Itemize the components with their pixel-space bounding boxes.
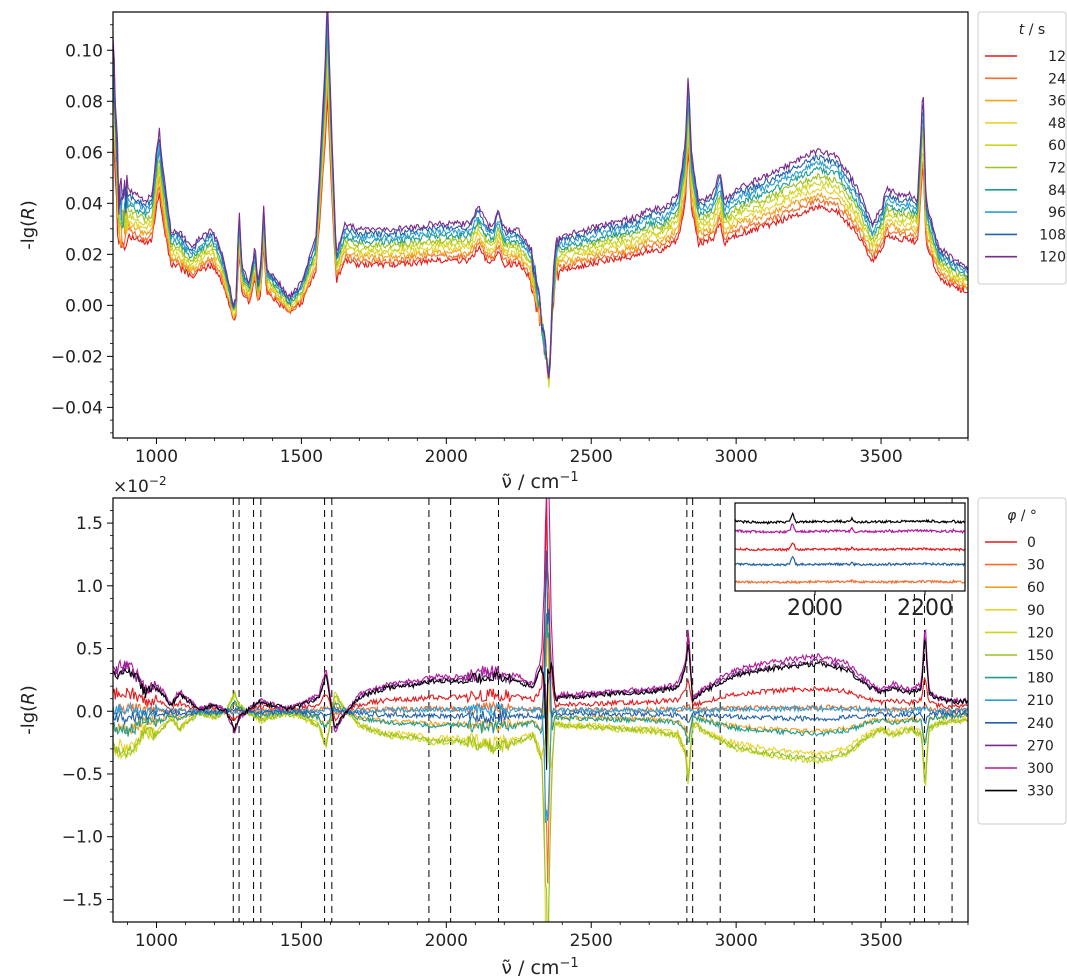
inset-x-tick-label: 2200 xyxy=(897,596,953,621)
bottom-series-line-180 xyxy=(113,613,967,743)
top-x-axis-label: ν̃ / cm−1 xyxy=(501,470,578,493)
top-y-tick-label: −0.02 xyxy=(51,347,103,367)
bottom-legend-label: 60 xyxy=(1027,580,1045,596)
inset-x-ticks: 2000 2200 xyxy=(787,591,953,621)
top-legend-label: 108 xyxy=(1039,227,1066,243)
bottom-x-ticks: 1000 1500 2000 2500 3000 3500 xyxy=(127,922,968,951)
top-series-line-48 xyxy=(113,58,967,385)
top-y-tick-label: 0.06 xyxy=(65,143,103,163)
top-x-tick-label: 2500 xyxy=(570,447,613,467)
top-series-line-24 xyxy=(113,82,967,381)
bottom-x-tick-label: 1000 xyxy=(135,931,178,951)
bottom-legend-label: 300 xyxy=(1027,761,1054,777)
bottom-series-line-90 xyxy=(113,695,967,979)
bottom-x-tick-label: 3000 xyxy=(715,931,758,951)
top-series-lines xyxy=(113,0,967,388)
top-series-line-12 xyxy=(113,95,967,379)
top-y-axis-label: -lg(R) xyxy=(18,200,39,250)
bottom-y-tick-label: −0.5 xyxy=(62,765,103,785)
bottom-legend-label: 150 xyxy=(1027,648,1054,664)
bottom-scale-note: ×10−2 xyxy=(113,474,167,497)
top-legend-label: 120 xyxy=(1039,250,1066,266)
top-legend-label: 36 xyxy=(1048,94,1066,110)
top-y-tick-label: 0.10 xyxy=(65,41,103,61)
top-y-tick-label: 0.02 xyxy=(65,245,103,265)
bottom-legend-label: 210 xyxy=(1027,693,1054,709)
bottom-legend-label: 90 xyxy=(1027,603,1045,619)
top-x-tick-label: 1000 xyxy=(135,447,178,467)
top-y-tick-label: −0.04 xyxy=(51,398,103,418)
top-y-tick-label: 0.04 xyxy=(65,194,103,214)
bottom-y-tick-label: −1.0 xyxy=(62,828,103,848)
bottom-legend-label: 270 xyxy=(1027,738,1054,754)
top-y-ticks: −0.04 −0.02 0.00 0.02 0.04 0.06 0.08 0.10 xyxy=(51,25,113,433)
bottom-legend-label: 120 xyxy=(1027,625,1054,641)
top-x-tick-label: 3000 xyxy=(715,447,758,467)
top-legend-label: 96 xyxy=(1048,205,1066,221)
inset-x-tick-label: 2000 xyxy=(787,596,843,621)
top-legend-label: 60 xyxy=(1048,138,1066,154)
bottom-y-ticks: −1.5 −1.0 −0.5 0.0 0.5 1.0 1.5 xyxy=(62,511,113,912)
bottom-legend-title: φ / ° xyxy=(1007,508,1037,524)
bottom-inset: 2000 2200 xyxy=(735,503,965,621)
top-series-line-60 xyxy=(113,52,967,388)
top-legend-label: 24 xyxy=(1048,71,1066,87)
bottom-legend-label: 240 xyxy=(1027,716,1054,732)
bottom-x-axis-label: ν̃ / cm−1 xyxy=(501,956,578,979)
bottom-x-tick-label: 1500 xyxy=(280,931,323,951)
bottom-y-tick-label: 0.0 xyxy=(76,702,103,722)
bottom-legend: φ / ° 0 30 60 90 120 150 180 210 240 270 300 330 xyxy=(978,498,1066,824)
bottom-chart: 2000 2200 1000 1500 2000 2500 3000 3500 −1.5−1… xyxy=(18,474,1066,979)
bottom-y-tick-label: 1.0 xyxy=(76,577,103,597)
bottom-legend-label: 30 xyxy=(1027,558,1045,574)
top-chart: 1000 1500 2000 2500 3000 3500 −0.04 −0.02 0.00 0… xyxy=(18,0,1066,493)
top-legend-label: 84 xyxy=(1048,183,1066,199)
top-plot-frame xyxy=(113,12,968,438)
top-x-ticks: 1000 1500 2000 2500 3000 3500 xyxy=(127,438,968,467)
bottom-x-tick-label: 2500 xyxy=(570,931,613,951)
bottom-series-line-210 xyxy=(113,703,967,823)
bottom-y-tick-label: −1.5 xyxy=(62,890,103,910)
top-y-tick-label: 0.08 xyxy=(65,92,103,112)
bottom-x-tick-label: 2000 xyxy=(425,931,468,951)
top-legend-title: t / s xyxy=(1019,22,1045,38)
inset-background xyxy=(735,503,965,591)
bottom-x-tick-label: 3500 xyxy=(859,931,902,951)
bottom-legend-label: 180 xyxy=(1027,671,1054,687)
bottom-series-line-120 xyxy=(113,687,967,785)
top-legend-label: 72 xyxy=(1048,161,1066,177)
bottom-legend-label: 330 xyxy=(1027,784,1054,800)
top-legend-label: 12 xyxy=(1048,49,1066,65)
top-x-tick-label: 1500 xyxy=(280,447,323,467)
top-y-tick-label: 0.00 xyxy=(65,296,103,316)
bottom-y-tick-label: 0.5 xyxy=(76,640,103,660)
bottom-y-tick-label: 1.5 xyxy=(76,514,103,534)
bottom-y-axis-label: -lg(R) xyxy=(18,685,39,735)
top-series-line-36 xyxy=(113,70,967,383)
top-legend-label: 48 xyxy=(1048,116,1066,132)
bottom-legend-label: 0 xyxy=(1027,535,1036,551)
top-x-tick-label: 3500 xyxy=(859,447,902,467)
top-legend: t / s 12 24 36 48 60 72 84 96 108 120 xyxy=(978,12,1066,284)
top-x-tick-label: 2000 xyxy=(425,447,468,467)
